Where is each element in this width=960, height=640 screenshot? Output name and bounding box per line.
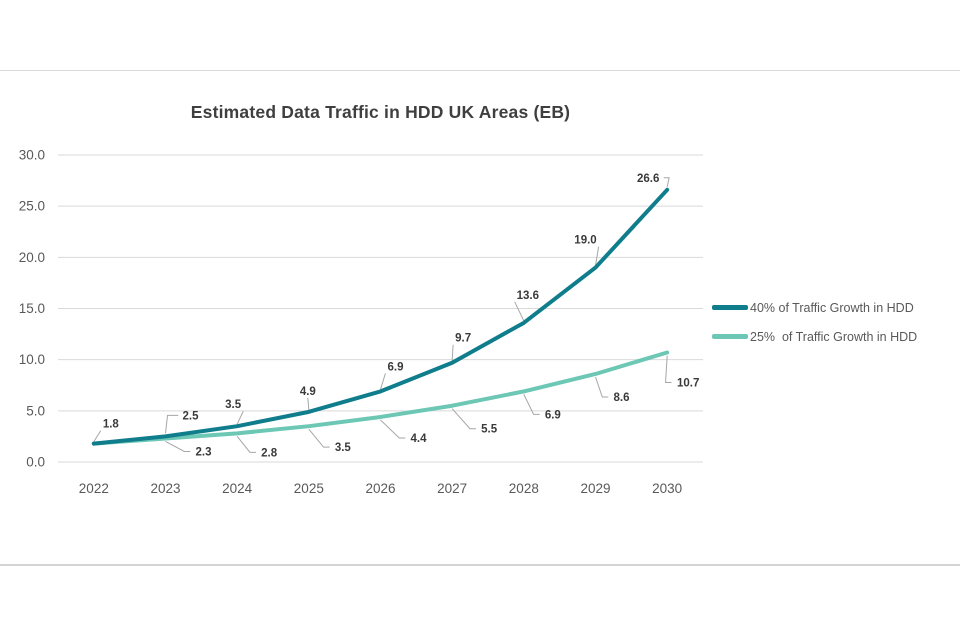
data-label: 26.6 [637, 173, 659, 185]
data-label-leader-line [165, 441, 191, 452]
bottom-divider [0, 564, 960, 566]
series-line-25pct[interactable] [91, 350, 670, 446]
data-label: 6.9 [545, 409, 561, 421]
data-label: 1.8 [103, 419, 120, 431]
data-label-leader-line [165, 414, 179, 434]
x-axis-tick-label[interactable]: 2028 [509, 481, 539, 496]
data-label: 9.7 [455, 333, 471, 345]
legend-swatch-40pct-icon [712, 305, 748, 310]
data-label-leader-line [307, 397, 310, 410]
legend-item-40pct[interactable]: 40% of Traffic Growth in HDD [712, 298, 917, 317]
data-label: 5.5 [481, 424, 498, 436]
chart-title: Estimated Data Traffic in HDD UK Areas (… [190, 102, 571, 122]
x-axis-tick-label[interactable]: 2023 [150, 481, 180, 496]
data-label-leader-line [236, 436, 256, 453]
x-axis-tick-label[interactable]: 2030 [652, 481, 682, 496]
data-label: 8.6 [614, 392, 630, 404]
data-label-leader-line [665, 355, 672, 384]
y-axis-tick-label: 30.0 [19, 148, 45, 163]
legend-item-25pct[interactable]: 25% of Traffic Growth in HDD [712, 327, 917, 346]
x-axis-tick-label[interactable]: 2029 [580, 481, 610, 496]
data-label-leader-line [93, 430, 102, 442]
legend: 40% of Traffic Growth in HDD 25% of Traf… [712, 298, 917, 356]
data-label-leader-line [451, 408, 476, 430]
data-label-leader-line [380, 373, 386, 390]
data-label: 2.3 [196, 446, 212, 458]
x-axis-tick-label[interactable]: 2025 [294, 481, 324, 496]
y-axis-tick-label: 10.0 [19, 352, 45, 367]
y-axis-tick-label: 5.0 [26, 403, 45, 418]
data-label-leader-line [663, 177, 670, 187]
x-axis-tick-label[interactable]: 2027 [437, 481, 467, 496]
legend-label-40pct: 40% of Traffic Growth in HDD [750, 300, 914, 315]
x-axis-tick-label[interactable]: 2026 [365, 481, 395, 496]
data-label-leader-line [523, 394, 540, 415]
data-label-leader-line [380, 419, 406, 439]
data-label: 10.7 [677, 378, 699, 390]
data-label-leader-line [236, 410, 244, 425]
data-label: 2.5 [183, 410, 200, 422]
data-label: 2.8 [261, 447, 278, 459]
data-label-leader-line [514, 301, 525, 322]
data-label-leader-line [308, 428, 330, 448]
data-label: 3.5 [225, 399, 242, 411]
series-line-40pct[interactable] [91, 187, 670, 446]
data-label: 13.6 [517, 290, 539, 302]
top-divider [0, 70, 960, 71]
data-label-leader-line [595, 246, 600, 266]
data-label-leader-line [595, 376, 609, 398]
y-axis-tick-label: 0.0 [26, 455, 45, 470]
data-label: 4.9 [300, 386, 316, 398]
y-axis-tick-label: 25.0 [19, 199, 45, 214]
legend-label-25pct: 25% of Traffic Growth in HDD [750, 329, 918, 344]
data-label: 6.9 [388, 361, 404, 373]
x-axis-tick-label[interactable]: 2024 [222, 481, 253, 496]
y-axis-tick-label: 15.0 [19, 301, 45, 316]
data-label: 4.4 [411, 433, 428, 445]
legend-swatch-25pct-icon [712, 334, 748, 339]
data-label: 3.5 [335, 442, 352, 454]
data-label-leader-line [451, 344, 454, 361]
data-label: 19.0 [574, 235, 596, 247]
x-axis-tick-label[interactable]: 2022 [79, 481, 109, 496]
y-axis-tick-label: 20.0 [19, 250, 45, 265]
